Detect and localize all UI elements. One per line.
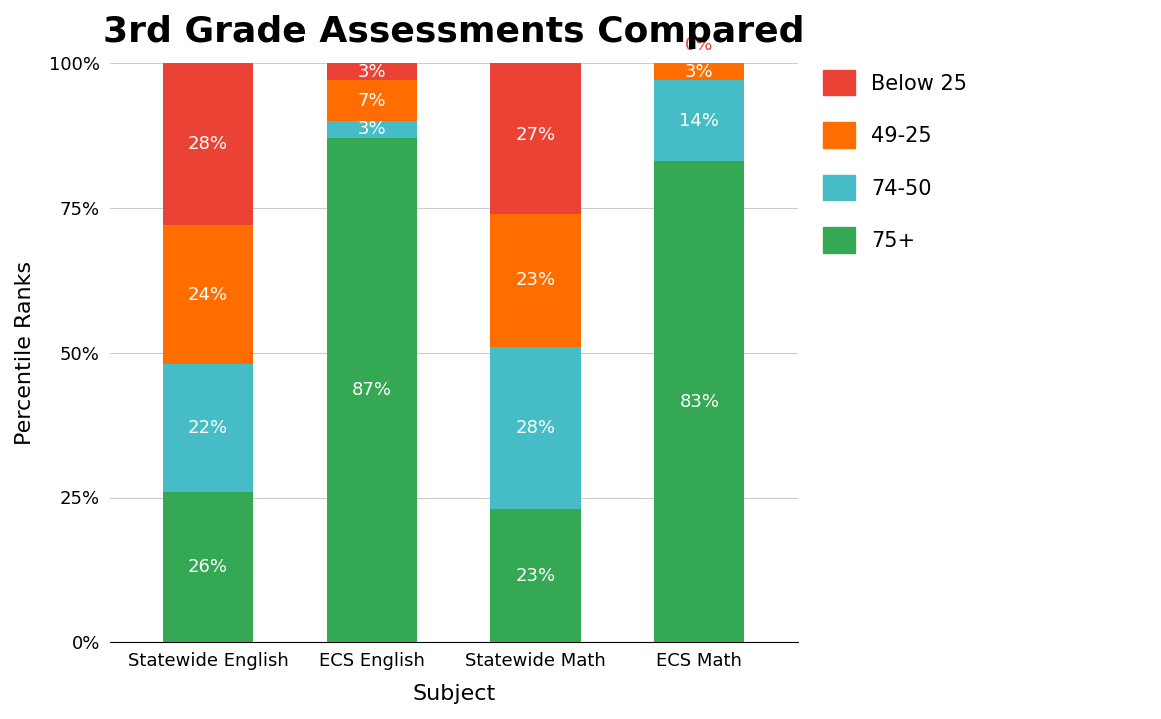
- Text: 14%: 14%: [679, 111, 720, 130]
- Legend: Below 25, 49-25, 74-50, 75+: Below 25, 49-25, 74-50, 75+: [815, 62, 975, 261]
- Bar: [326, 63, 417, 81]
- Text: 7%: 7%: [358, 91, 387, 109]
- Text: 24%: 24%: [188, 285, 228, 303]
- Text: 3%: 3%: [358, 121, 387, 139]
- Text: 3%: 3%: [685, 63, 714, 81]
- Text: 28%: 28%: [515, 419, 556, 437]
- Bar: [326, 121, 417, 138]
- Text: 23%: 23%: [515, 271, 556, 289]
- Bar: [163, 225, 253, 365]
- Text: 28%: 28%: [188, 135, 228, 153]
- Bar: [163, 365, 253, 492]
- Text: 83%: 83%: [679, 393, 720, 411]
- Title: 3rd Grade Assessments Compared: 3rd Grade Assessments Compared: [103, 15, 805, 49]
- Bar: [655, 81, 744, 161]
- Bar: [163, 63, 253, 225]
- X-axis label: Subject: Subject: [412, 684, 496, 704]
- Bar: [490, 214, 580, 347]
- Text: 23%: 23%: [515, 567, 556, 585]
- Bar: [655, 63, 744, 81]
- Text: 27%: 27%: [515, 127, 556, 145]
- Text: 26%: 26%: [188, 558, 228, 576]
- Text: 0%: 0%: [685, 36, 714, 54]
- Y-axis label: Percentile Ranks: Percentile Ranks: [15, 260, 35, 444]
- Bar: [655, 161, 744, 642]
- Bar: [326, 81, 417, 121]
- Text: 87%: 87%: [352, 381, 391, 399]
- Bar: [163, 492, 253, 642]
- Bar: [326, 138, 417, 642]
- Bar: [490, 347, 580, 509]
- Text: 22%: 22%: [188, 419, 228, 437]
- Bar: [490, 57, 580, 214]
- Text: 3%: 3%: [358, 63, 387, 81]
- Bar: [490, 509, 580, 642]
